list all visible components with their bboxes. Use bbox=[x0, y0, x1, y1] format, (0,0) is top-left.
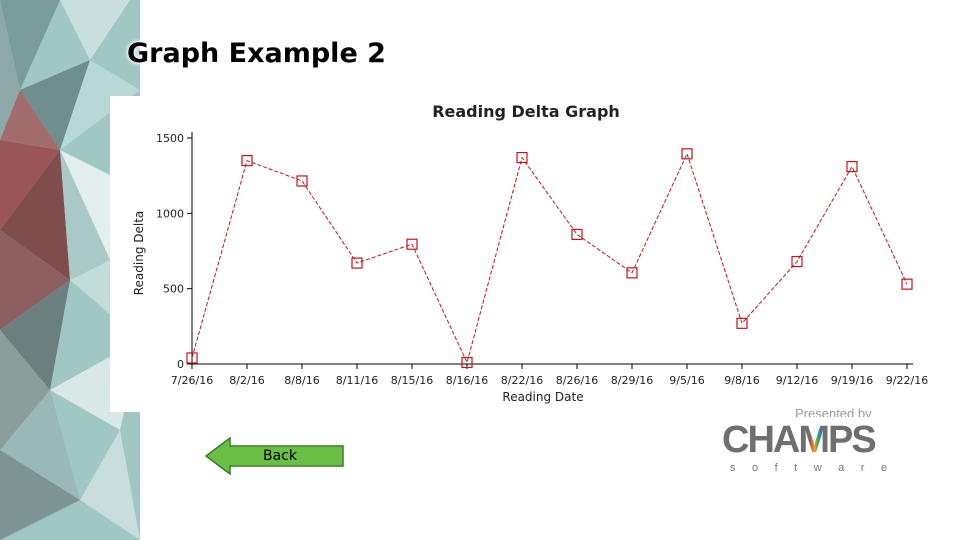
data-point bbox=[626, 267, 638, 279]
x-tick-label: 8/15/16 bbox=[391, 374, 433, 387]
data-point bbox=[791, 255, 803, 268]
data-point bbox=[681, 148, 693, 160]
data-point bbox=[901, 278, 913, 290]
chart-title: Reading Delta Graph bbox=[432, 102, 620, 121]
series-line bbox=[191, 152, 908, 364]
data-point bbox=[406, 238, 418, 250]
x-tick-label: 8/16/16 bbox=[446, 374, 488, 387]
data-point bbox=[571, 228, 583, 241]
data-point bbox=[516, 151, 528, 164]
x-tick-label: 8/11/16 bbox=[336, 374, 378, 387]
data-point bbox=[241, 154, 253, 167]
logo-subtext: software bbox=[730, 462, 904, 474]
x-tick-label: 9/5/16 bbox=[669, 374, 704, 387]
presented-by-text: Presented by bbox=[795, 406, 872, 417]
decorative-background bbox=[0, 0, 140, 540]
logo-text-accent: M bbox=[798, 419, 830, 461]
chart-series bbox=[186, 148, 913, 369]
data-point bbox=[461, 356, 473, 369]
chart-axes: 0 500 1000 1500 7/26/16 8/2/16 8/8/16 8/11/16 8/… bbox=[156, 132, 928, 387]
champs-logo: CHAMPS bbox=[722, 419, 877, 461]
x-tick-label: 9/12/16 bbox=[776, 374, 818, 387]
chart-panel: Reading Delta Graph 0 500 1000 1500 7/26/16 8… bbox=[110, 96, 930, 412]
y-axis-label: Reading Delta bbox=[132, 211, 146, 296]
x-tick-label: 8/26/16 bbox=[556, 374, 598, 387]
x-tick-label: 7/26/16 bbox=[171, 374, 213, 387]
x-tick-label: 8/29/16 bbox=[611, 374, 653, 387]
y-tick-label: 1000 bbox=[156, 207, 184, 220]
data-point bbox=[846, 161, 858, 173]
back-button-label: Back bbox=[263, 448, 297, 464]
page-title: Graph Example 2 bbox=[127, 38, 386, 69]
x-tick-label: 8/22/16 bbox=[501, 374, 543, 387]
data-point bbox=[351, 257, 363, 269]
data-point bbox=[186, 352, 198, 364]
x-tick-label: 9/22/16 bbox=[886, 374, 928, 387]
logo-text-right: PS bbox=[827, 419, 877, 461]
data-point bbox=[296, 175, 308, 187]
back-arrow-icon bbox=[205, 437, 344, 475]
x-tick-label: 8/2/16 bbox=[229, 374, 264, 387]
logo-text-left: CHA bbox=[722, 419, 800, 461]
y-tick-label: 0 bbox=[177, 358, 184, 371]
y-tick-label: 500 bbox=[163, 283, 184, 296]
line-chart: Reading Delta Graph 0 500 1000 1500 7/26/16 8… bbox=[132, 102, 928, 404]
y-tick-label: 1500 bbox=[156, 132, 184, 145]
x-tick-label: 9/19/16 bbox=[831, 374, 873, 387]
x-tick-label: 9/8/16 bbox=[724, 374, 759, 387]
data-point bbox=[736, 317, 748, 329]
back-button[interactable]: Back bbox=[205, 437, 345, 475]
x-axis-label: Reading Date bbox=[502, 390, 583, 404]
x-tick-label: 8/8/16 bbox=[284, 374, 319, 387]
